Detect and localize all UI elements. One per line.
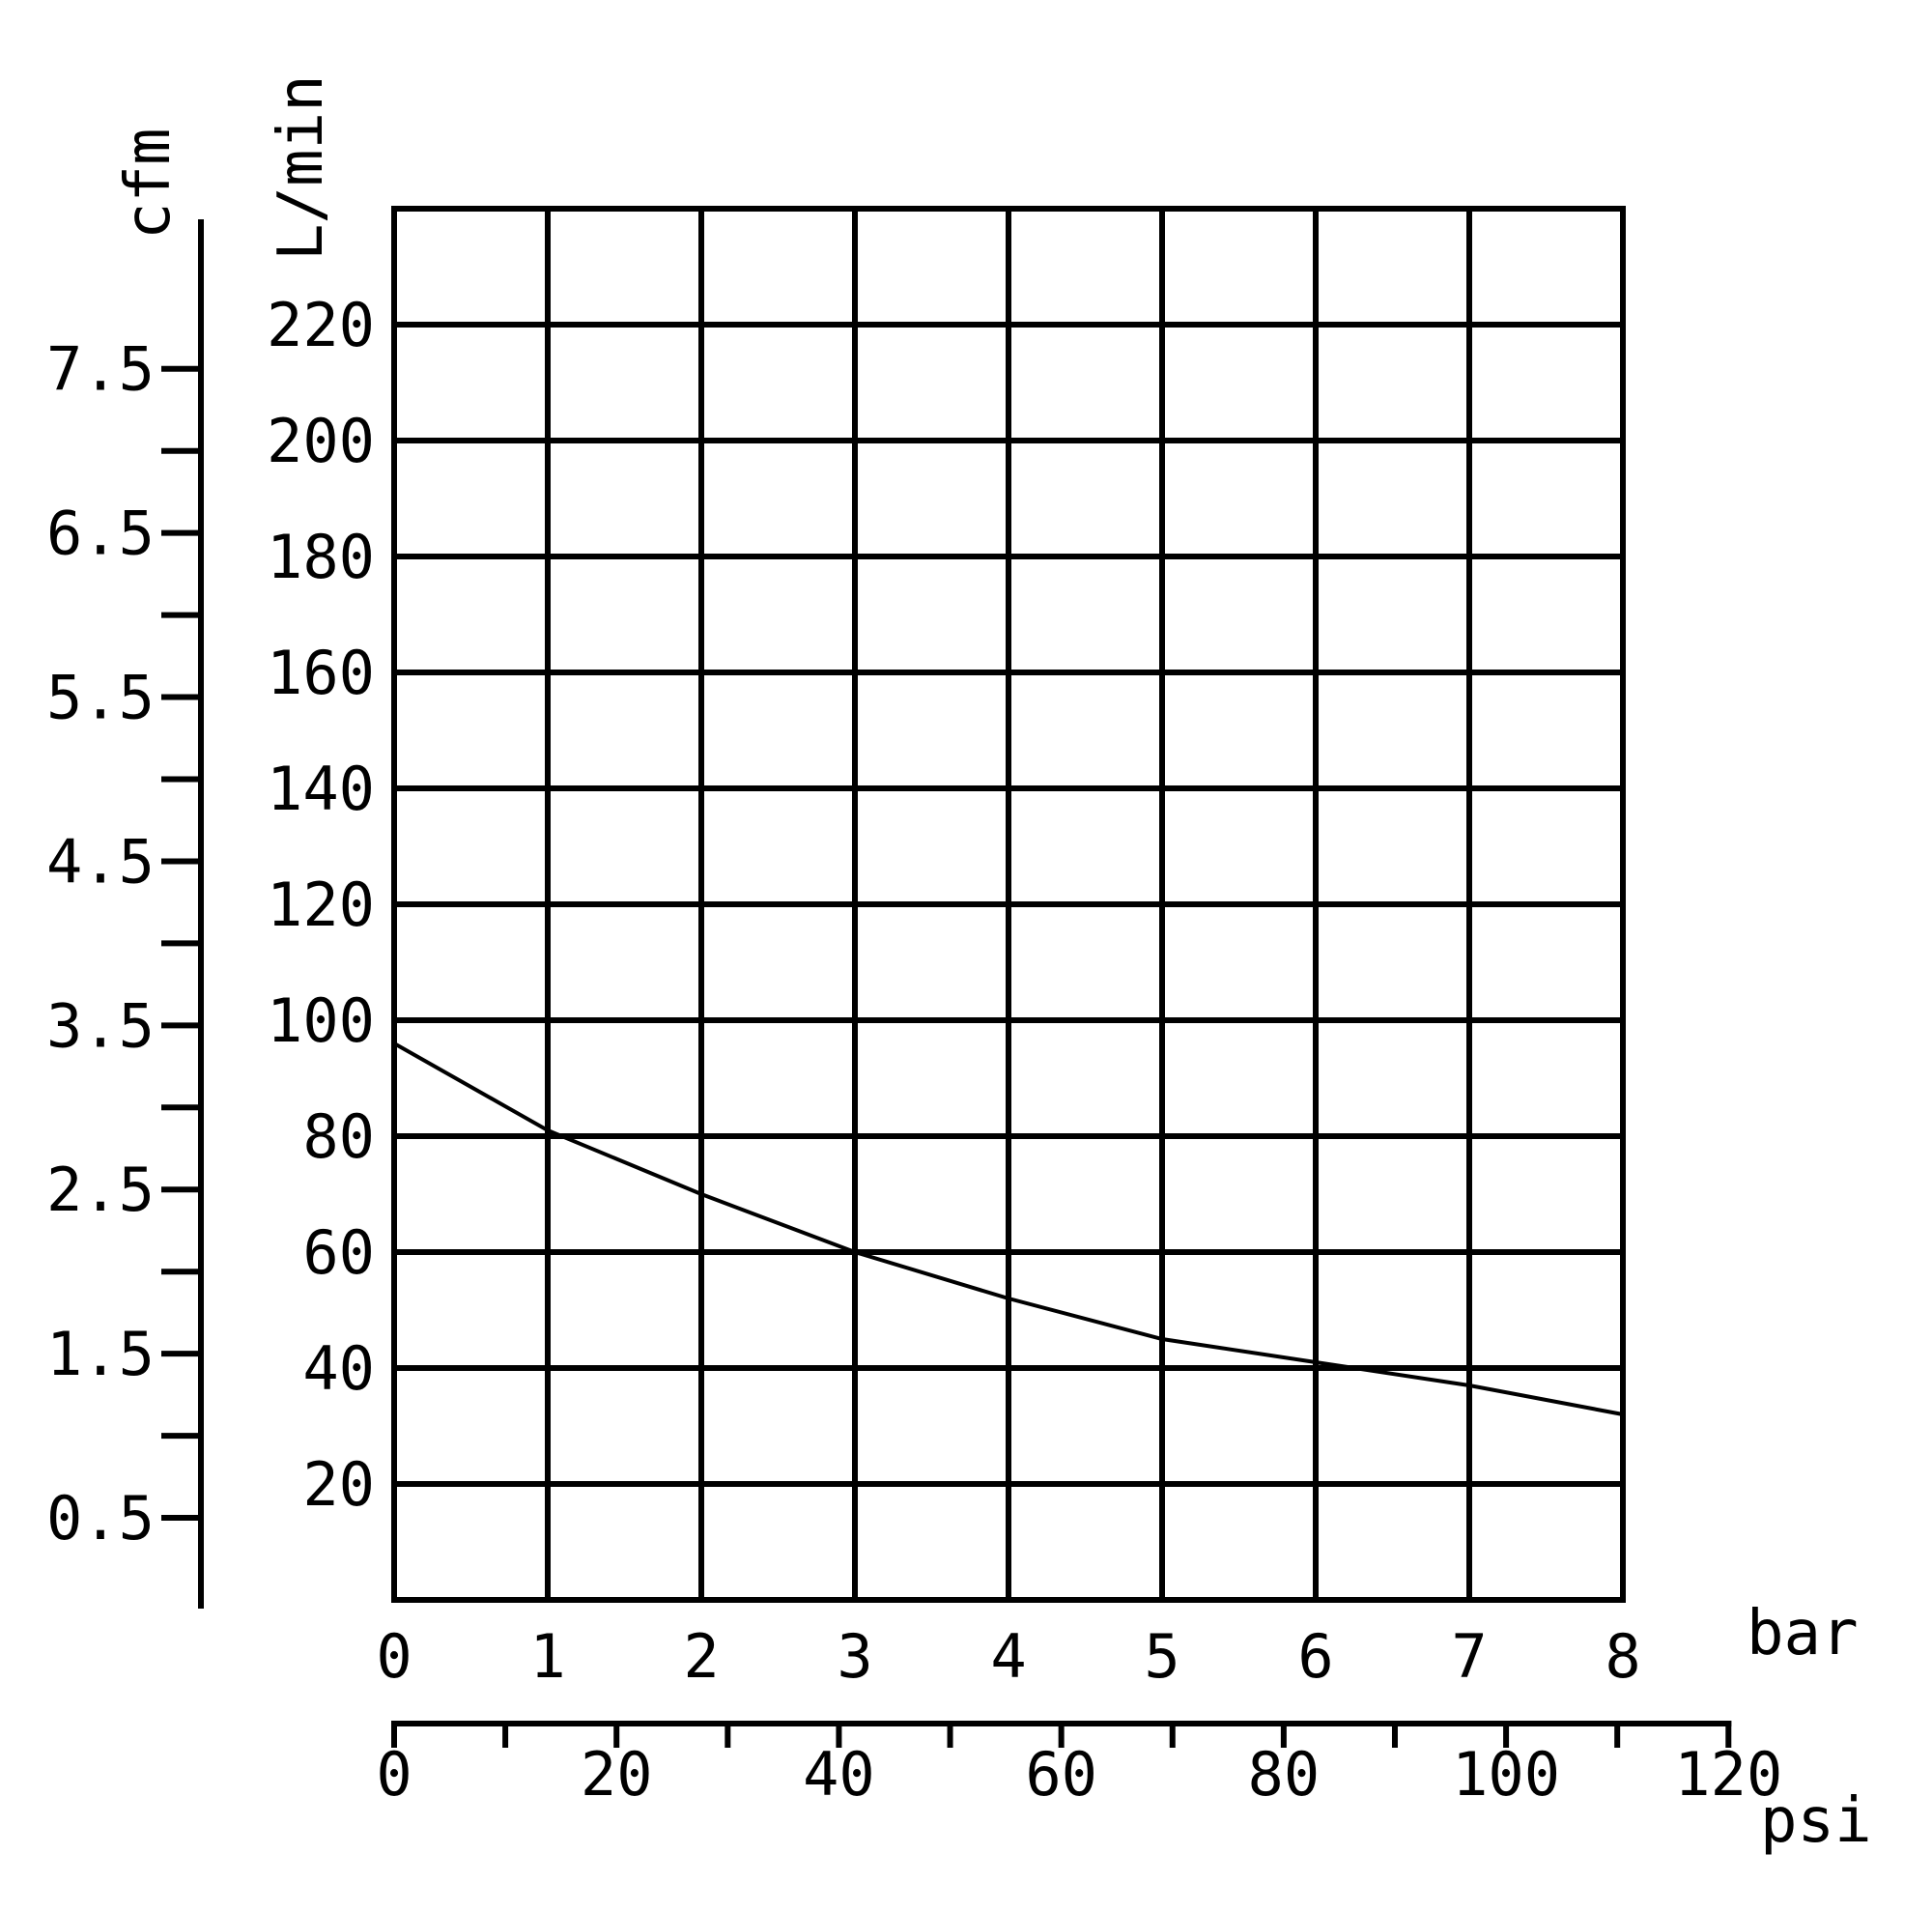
psi-tick-label: 40 [803, 1739, 875, 1810]
x-tick-label: 5 [1144, 1621, 1179, 1692]
cfm-tick-label: 0.5 [46, 1483, 155, 1554]
series-point [1620, 1412, 1626, 1417]
psi-tick-label: 120 [1674, 1739, 1782, 1810]
psi-tick-label: 20 [581, 1739, 653, 1810]
y-tick-label: 200 [267, 406, 375, 476]
psi-tick-label: 100 [1452, 1739, 1560, 1810]
cfm-tick-label: 3.5 [46, 990, 155, 1061]
x2-axis-label: psi [1760, 1785, 1872, 1857]
series-point [1466, 1383, 1472, 1388]
y-tick-label: 100 [267, 985, 375, 1056]
y-tick-label: 160 [267, 638, 375, 708]
psi-tick-label: 60 [1025, 1739, 1097, 1810]
y-tick-label: 220 [267, 290, 375, 360]
cfm-tick-label: 1.5 [46, 1319, 155, 1389]
cfm-tick-label: 2.5 [46, 1155, 155, 1225]
cfm-tick-label: 4.5 [46, 826, 155, 897]
y-tick-label: 60 [302, 1217, 375, 1288]
series-point [545, 1127, 551, 1133]
psi-axis: 0 20 40 60 80 100 120 [376, 1721, 1782, 1810]
y-tick-label: 120 [267, 870, 375, 940]
y-tick-label: 80 [302, 1101, 375, 1172]
y2-axis-label: cfm [113, 128, 185, 240]
cfm-tick-label: 7.5 [46, 334, 155, 405]
psi-tick-label: 80 [1248, 1739, 1321, 1810]
y-tick-label: 40 [302, 1333, 375, 1404]
y-tick-label: 20 [302, 1449, 375, 1520]
series-point [391, 1041, 397, 1046]
cfm-axis: 0.5 1.5 2.5 3.5 4.5 5.5 6.5 7.5 [46, 219, 204, 1609]
x-tick-label: 2 [683, 1621, 719, 1692]
x-tick-label: 3 [837, 1621, 872, 1692]
psi-tick-label: 0 [376, 1739, 412, 1810]
x-tick-label: 8 [1605, 1621, 1640, 1692]
y-tick-label: 140 [267, 754, 375, 824]
cfm-tick-label: 6.5 [46, 499, 155, 569]
series-point [1313, 1359, 1319, 1365]
x-tick-label: 1 [529, 1621, 565, 1692]
series-point [1006, 1296, 1011, 1301]
series-point [698, 1191, 704, 1197]
y-axis-label: L/min [266, 74, 337, 261]
series-point [1159, 1336, 1165, 1342]
series-point [852, 1249, 858, 1255]
y-axis-tick-labels: 20 40 60 80 100 120 140 160 180 200 220 [267, 290, 375, 1520]
x-axis-label: bar [1747, 1598, 1859, 1669]
x-axis-tick-labels: 0 1 2 3 4 5 6 7 8 [376, 1621, 1640, 1692]
y-tick-label: 180 [267, 522, 375, 592]
x-tick-label: 6 [1297, 1621, 1333, 1692]
series-layer [391, 1041, 1626, 1417]
x-tick-label: 4 [990, 1621, 1026, 1692]
cfm-tick-label: 5.5 [46, 663, 155, 733]
x-tick-label: 0 [376, 1621, 412, 1692]
horizontal-gridlines [391, 206, 1626, 1603]
x-tick-label: 7 [1451, 1621, 1487, 1692]
